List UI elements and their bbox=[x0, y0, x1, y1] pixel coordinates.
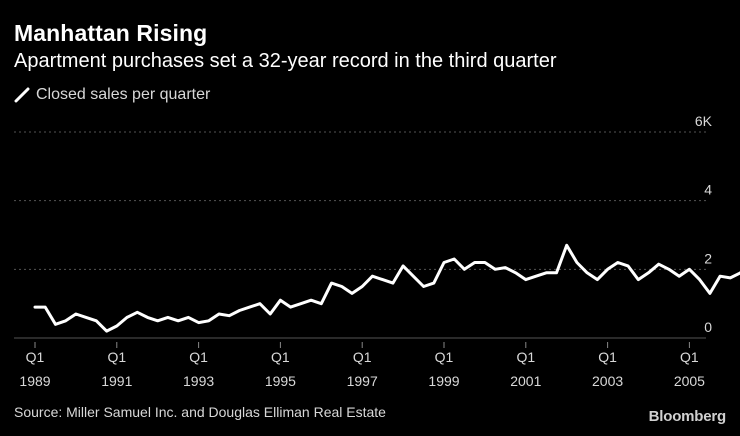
x-tick-quarter-label: Q1 bbox=[516, 349, 535, 365]
x-tick-quarter-label: Q1 bbox=[680, 349, 699, 365]
chart-subtitle: Apartment purchases set a 32-year record… bbox=[14, 50, 557, 72]
series-line-closed-sales bbox=[33, 243, 740, 333]
x-tick-year-label: 1997 bbox=[347, 373, 378, 389]
x-tick-year-label: 1999 bbox=[428, 373, 459, 389]
y-tick-label: 2 bbox=[704, 250, 712, 266]
x-axis-ticks: Q1 1989 Q1 1991 Q1 1993 Q1 1995 Q1 1997 Q1 1999 Q1 20… bbox=[19, 342, 705, 389]
chart-title: Manhattan Rising bbox=[14, 20, 208, 46]
x-tick-year-label: 1993 bbox=[183, 373, 214, 389]
x-tick-year-label: 2003 bbox=[592, 373, 623, 389]
x-tick-quarter-label: Q1 bbox=[107, 349, 126, 365]
x-tick-year-label: 1989 bbox=[19, 373, 50, 389]
data-points bbox=[34, 245, 731, 332]
x-tick-quarter-label: Q1 bbox=[26, 349, 45, 365]
x-tick-year-label: 2001 bbox=[510, 373, 541, 389]
x-tick-quarter-label: Q1 bbox=[189, 349, 208, 365]
legend-label: Closed sales per quarter bbox=[36, 86, 211, 103]
x-tick-quarter-label: Q1 bbox=[598, 349, 617, 365]
legend: Closed sales per quarter bbox=[14, 86, 210, 104]
bloomberg-logo: Bloomberg bbox=[648, 408, 727, 425]
x-tick-year-label: 2005 bbox=[674, 373, 705, 389]
x-tick-quarter-label: Q1 bbox=[271, 349, 290, 365]
x-tick-quarter-label: Q1 bbox=[435, 349, 454, 365]
source-note: Source: Miller Samuel Inc. and Douglas E… bbox=[14, 404, 386, 420]
x-tick-quarter-label: Q1 bbox=[353, 349, 372, 365]
legend-line-icon bbox=[14, 87, 30, 103]
x-tick-year-label: 1995 bbox=[265, 373, 296, 389]
y-tick-label: 0 bbox=[704, 319, 712, 335]
x-tick-year-label: 1991 bbox=[101, 373, 132, 389]
y-tick-label: 6K bbox=[695, 113, 713, 129]
grid bbox=[14, 131, 706, 339]
y-tick-label: 4 bbox=[704, 182, 712, 198]
y-axis-ticks: 0 2 4 6K bbox=[695, 113, 713, 335]
